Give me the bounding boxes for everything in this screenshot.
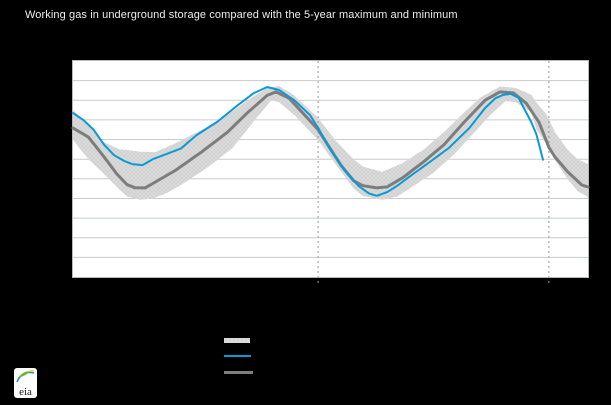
storage-chart-plot-area <box>71 60 590 283</box>
blue-line-swatch <box>224 355 251 357</box>
eia-logo-text: eia <box>19 386 32 398</box>
eia-logo: eia <box>14 368 37 398</box>
legend-entry-range-band-swatch <box>224 332 394 348</box>
shaded-range-band <box>73 86 588 200</box>
legend-entry-blue-line-swatch <box>224 348 394 364</box>
chart-title: Working gas in underground storage compa… <box>25 9 458 21</box>
legend-entry-gray-line-swatch <box>224 364 394 380</box>
blue-weekly-line <box>72 86 544 197</box>
gray-line-swatch <box>224 370 253 374</box>
range-band-swatch <box>224 337 250 343</box>
storage-chart <box>71 61 590 283</box>
chart-legend <box>224 332 394 380</box>
eia-logo-swirl-icon <box>16 370 35 383</box>
